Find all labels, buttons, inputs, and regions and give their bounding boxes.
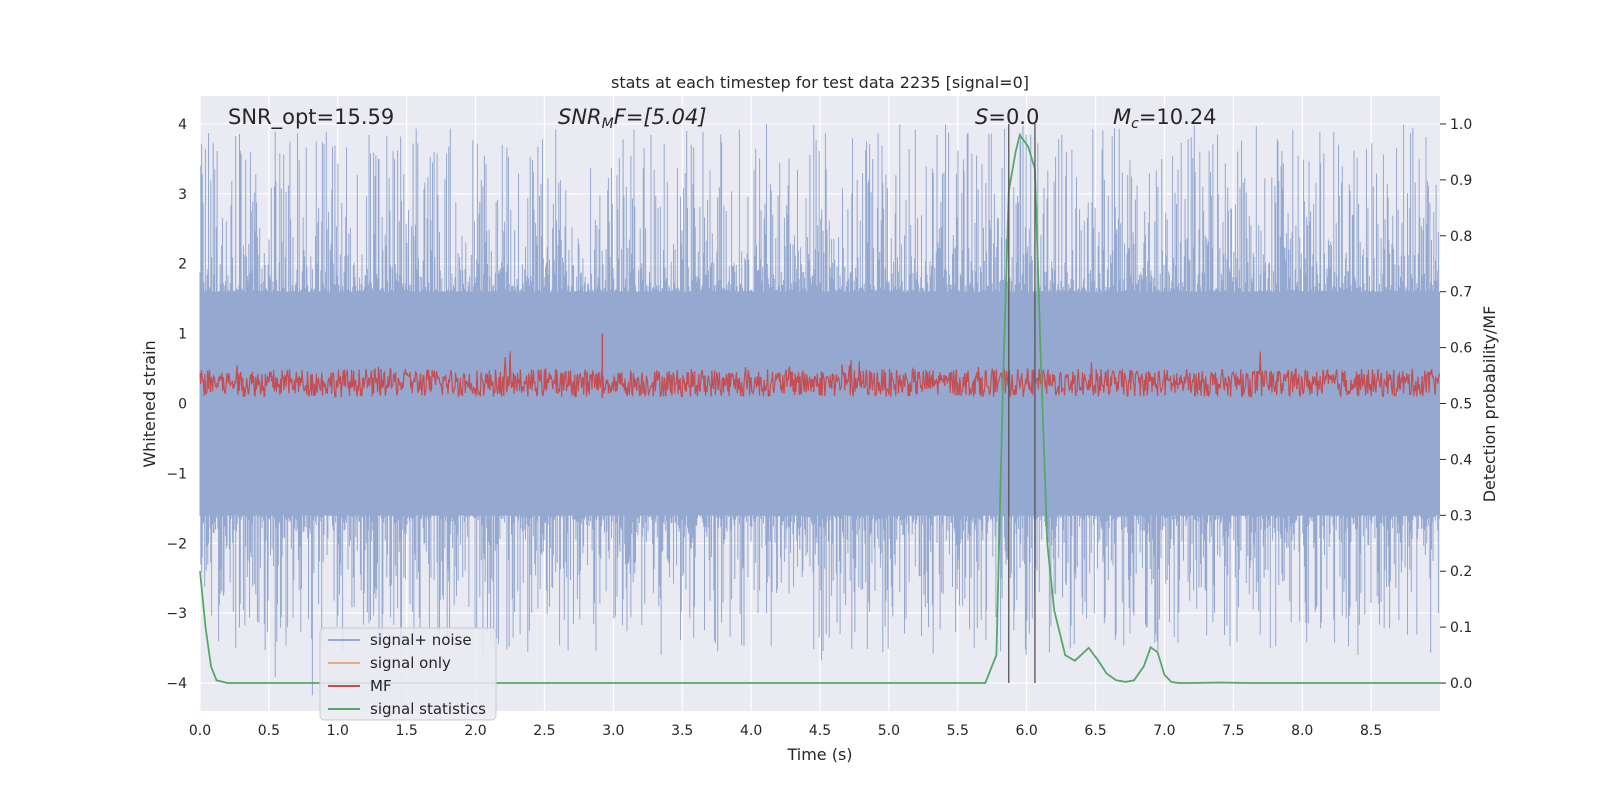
x-tick-label: 4.5	[809, 723, 831, 739]
series-mf	[199, 333, 1440, 399]
y-left-tick-label: −2	[166, 536, 187, 552]
y-left-tick-label: −1	[166, 466, 187, 482]
y-axis-left-ticks: 4 3 2 1 0 −1 −2 −3 −4	[166, 117, 187, 692]
x-tick-label: 3.5	[671, 723, 693, 739]
x-tick-label: 5.5	[947, 723, 969, 739]
x-tick-label: 0.5	[258, 723, 280, 739]
y-right-tick-label: 0.2	[1450, 564, 1472, 580]
y-right-tick-label: 0.0	[1450, 676, 1472, 692]
y-left-tick-label: −3	[166, 606, 187, 622]
y-right-tick-label: 0.7	[1450, 285, 1472, 301]
x-tick-label: 6.0	[1016, 723, 1038, 739]
x-tick-label: 1.0	[327, 723, 349, 739]
legend-box	[319, 627, 497, 721]
vertical-markers	[1008, 123, 1036, 684]
x-tick-label: 6.5	[1084, 723, 1106, 739]
x-tick-label: 5.0	[878, 723, 900, 739]
y-left-tick-label: 2	[178, 257, 187, 273]
y-right-tick-label: 0.9	[1450, 173, 1472, 189]
y-axis-right-ticks: 1.0 0.9 0.8 0.7 0.6 0.5 0.4 0.3 0.2 0.1 0.0	[1440, 117, 1472, 692]
legend-label-signal-statistics: signal statistics	[370, 700, 486, 718]
series-signal-statistics	[199, 133, 1440, 684]
y-right-tick-label: 0.1	[1450, 620, 1472, 636]
y-left-tick-label: 1	[178, 327, 187, 343]
signal-statistics-line	[199, 133, 1440, 684]
y-axis-left-label: Whitened strain	[140, 340, 159, 467]
y-left-tick-label: 4	[178, 117, 187, 133]
legend-label-signal-only: signal only	[370, 654, 451, 672]
legend-label-signal-noise: signal+ noise	[370, 631, 472, 649]
series-signal-noise	[199, 124, 1440, 696]
x-tick-label: 1.5	[396, 723, 418, 739]
x-tick-label: 7.5	[1222, 723, 1244, 739]
y-right-tick-label: 1.0	[1450, 117, 1472, 133]
y-left-tick-label: 0	[178, 397, 187, 413]
annotation-mc: Mc=10.24	[1113, 105, 1217, 132]
x-axis-ticks: 0.0 0.5 1.0 1.5 2.0 2.5 3.0 3.5 4.0 4.5 5.0 5.5 6.0 6…	[189, 723, 1382, 739]
chart-title: stats at each timestep for test data 223…	[611, 73, 1029, 92]
y-right-tick-label: 0.4	[1450, 452, 1472, 468]
noise-spikes	[199, 124, 1440, 696]
annotation-snr-mf: SNRMF=[5.04]	[558, 105, 707, 132]
y-right-tick-label: 0.5	[1450, 397, 1472, 413]
y-left-tick-label: 3	[178, 187, 187, 203]
x-tick-label: 8.0	[1291, 723, 1313, 739]
y-right-tick-label: 0.3	[1450, 508, 1472, 524]
x-tick-label: 2.0	[464, 723, 486, 739]
y-right-tick-label: 0.6	[1450, 341, 1472, 357]
x-tick-label: 8.5	[1360, 723, 1382, 739]
x-axis-label: Time (s)	[786, 745, 852, 764]
x-tick-label: 7.0	[1153, 723, 1175, 739]
mf-line	[199, 351, 1440, 399]
y-left-tick-label: −4	[166, 676, 187, 692]
y-right-tick-label: 0.8	[1450, 229, 1472, 245]
x-tick-label: 0.0	[189, 723, 211, 739]
legend-label-mf: MF	[370, 677, 392, 695]
x-tick-label: 2.5	[533, 723, 555, 739]
x-tick-label: 3.0	[602, 723, 624, 739]
x-tick-label: 4.0	[740, 723, 762, 739]
legend: signal+ noise signal only MF signal stat…	[319, 627, 497, 721]
annotation-s: S=0.0	[975, 105, 1039, 129]
y-axis-right-label: Detection probability/MF	[1480, 306, 1499, 503]
annotation-snr-opt: SNR_opt=15.59	[228, 105, 394, 130]
